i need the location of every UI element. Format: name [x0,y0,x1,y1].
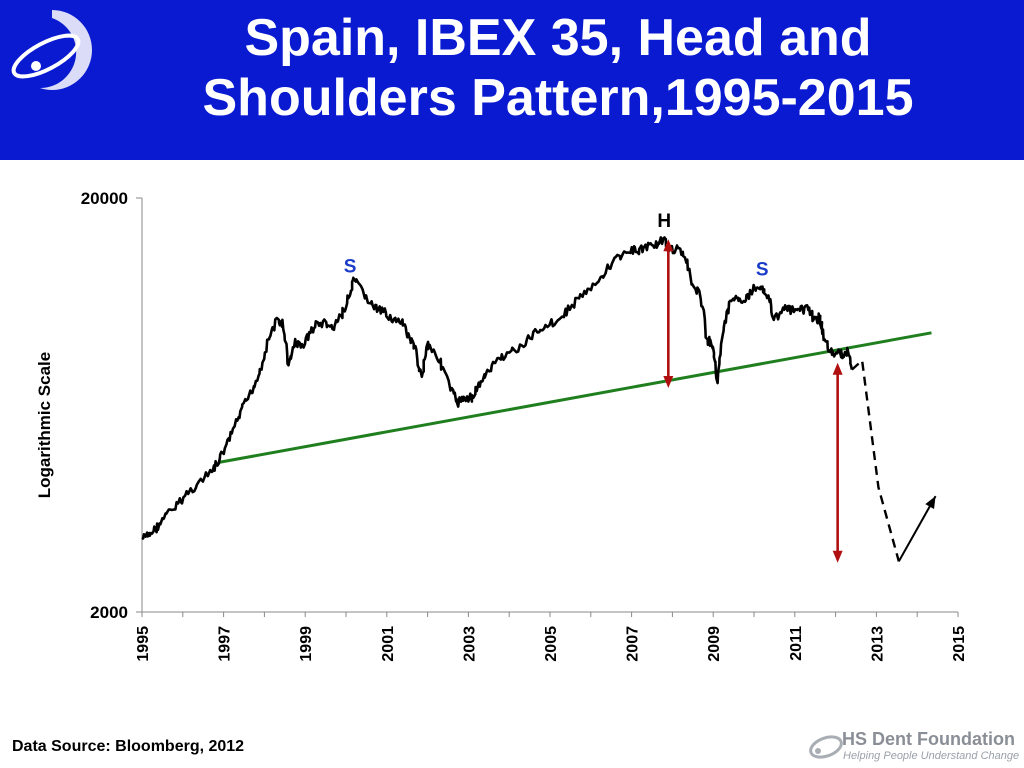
x-tick-label: 2015 [951,626,968,662]
x-tick-label: 2003 [461,626,478,662]
shoulder-label: S [344,257,357,278]
x-tick-label: 2001 [380,626,397,662]
x-tick-label: 2013 [869,626,886,662]
footer-tagline: Helping People Understand Change [843,750,1020,762]
target-arrow-head-bottom [663,376,674,389]
foundation-logo-icon [11,10,92,90]
shoulder-label: S [756,259,769,280]
target-arrow-head-top [663,239,674,252]
slide-title: Spain, IBEX 35, Head and Shoulders Patte… [100,8,1016,128]
title-banner: Spain, IBEX 35, Head and Shoulders Patte… [0,0,1024,160]
footer-logo-icon [809,735,843,759]
projection-dashed-line [851,358,900,562]
target-arrow-head-bottom [832,550,843,563]
x-tick-label: 2007 [625,626,642,662]
x-tick-label: 1997 [217,626,234,662]
y-axis-label: Logarithmic Scale [35,352,54,498]
y-tick-label: 2000 [90,603,128,622]
x-tick-label: 2011 [788,626,805,661]
data-source-note: Data Source: Bloomberg, 2012 [12,738,245,755]
target-arrow-head-top [832,362,843,375]
ibex-chart: 20000 2000 1995 1997 1999 2001 2003 2005 2007 200… [35,189,968,662]
footer-brand-name: HS Dent Foundation [842,729,1015,749]
y-tick-label: 20000 [81,189,128,208]
x-tick-label: 2009 [706,626,723,662]
x-tick-label: 1999 [298,626,315,662]
title-line-1: Spain, IBEX 35, Head and [244,9,872,67]
head-label: H [657,211,671,232]
neckline [219,331,932,464]
rebound-arrow-line [897,495,937,562]
x-tick-label: 2005 [543,626,560,662]
ibex-price-line [141,236,854,541]
rebound-arrow-head [925,496,936,510]
x-tick-label: 1995 [135,626,152,662]
title-line-2: Shoulders Pattern,1995-2015 [202,69,914,127]
